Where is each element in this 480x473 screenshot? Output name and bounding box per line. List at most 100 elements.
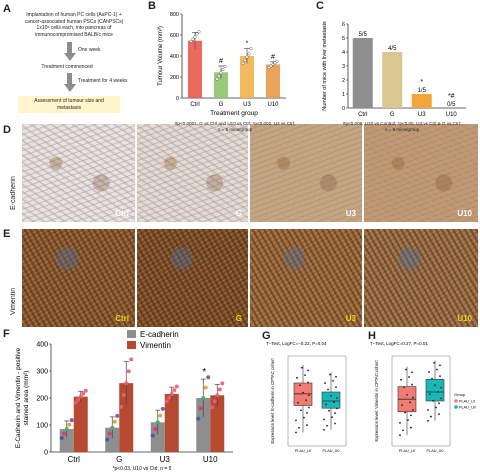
data-point: [62, 431, 67, 436]
x-tick-label: Ctrl: [68, 455, 81, 464]
data-point: [64, 427, 69, 432]
data-point: [400, 378, 402, 381]
data-point: [78, 394, 83, 399]
panel-b-caption-line1: #p<0.0001, G vs Ctrl and U10 vs Ctrl; *p…: [174, 121, 296, 126]
x-tick-label: Ctrl: [358, 112, 367, 118]
data-point: [433, 362, 435, 364]
y-tick-label: 100: [36, 423, 48, 430]
y-tick-label: 4: [342, 50, 345, 56]
data-point: [300, 409, 302, 412]
data-point: [169, 391, 174, 396]
data-point: [158, 413, 163, 418]
data-point: [409, 401, 411, 404]
bar: [266, 64, 280, 98]
significance-marker: *: [202, 367, 206, 378]
ecadherin-tile-g: G: [137, 124, 248, 222]
data-point: [430, 415, 432, 418]
data-point: [273, 61, 277, 65]
data-point: [215, 393, 220, 398]
panel-c-caption-line1: #p<0.008, U10 vs Control; *p<0.05, U3 vs…: [342, 121, 462, 126]
x-tick-label: Ctrl: [190, 102, 199, 108]
data-point: [306, 424, 308, 426]
data-point: [105, 437, 110, 442]
panel-a-letter: A: [3, 3, 11, 15]
data-point: [217, 387, 222, 392]
data-point: [305, 399, 307, 401]
data-point: [296, 376, 298, 379]
ecadherin-tile-ctrl: Ctrl: [22, 124, 135, 222]
bar-e-cadherin: [196, 398, 211, 452]
data-point: [428, 371, 430, 373]
panel-g-letter: G: [262, 330, 271, 342]
data-point: [323, 428, 325, 431]
data-point: [325, 403, 327, 406]
boxplot-vimentin-cptac: T−Test, LogFC=0.27, P=0.01 Expression lev…: [370, 341, 476, 453]
data-point: [434, 384, 436, 387]
data-point: [302, 391, 304, 394]
panel-d-letter: D: [3, 124, 11, 136]
y-tick-label: 200: [36, 396, 48, 403]
data-point: [439, 375, 441, 378]
boxplot-ecadherin-cptac: T−Test, LogFC=−0.22, P=0.04 Expression le…: [266, 341, 347, 453]
data-point: [328, 409, 330, 412]
data-point: [326, 424, 328, 427]
flow-step3-line1: Assessment of tumour size and: [34, 98, 104, 104]
x-axis-label: Treatment group: [210, 110, 258, 117]
data-point: [198, 406, 203, 411]
data-point: [407, 419, 409, 422]
data-point: [307, 381, 309, 384]
data-point: [215, 77, 219, 81]
x-tick-label: U10: [446, 112, 458, 118]
y-tick-label: 3: [342, 64, 345, 70]
legend-swatch: [454, 405, 458, 409]
flow-arrow-2-stem: [67, 73, 72, 85]
data-point: [73, 400, 78, 405]
vimentin-tile-ctrl: Ctrl: [22, 229, 135, 327]
data-point: [335, 375, 337, 378]
panel-e-letter: E: [3, 228, 11, 240]
data-point: [306, 412, 308, 414]
data-point: [267, 66, 271, 70]
panel-c-caption-line2: n = 5 mice/group: [384, 126, 420, 132]
data-point: [323, 418, 325, 421]
data-point: [67, 422, 72, 427]
y-axis-label: Expression level: E-cadherin in CPTAC co…: [270, 357, 275, 443]
data-point: [221, 68, 225, 72]
data-point: [245, 55, 249, 59]
data-point: [197, 30, 201, 34]
ecadherin-tile-u10: U10: [364, 124, 478, 222]
bar-value-label: 0/5: [447, 102, 456, 108]
vimentin-tile-label: G: [235, 314, 242, 323]
y-tick-label: 400: [170, 54, 179, 60]
row-label-vimentin: Vimentin: [10, 287, 17, 315]
data-point: [440, 397, 442, 400]
flow-step3-line2: metastasis: [57, 104, 81, 111]
y-axis-label: Expression level: Vimentin in CPTAC coho…: [374, 360, 379, 442]
data-point: [212, 399, 217, 404]
data-point: [410, 414, 412, 417]
data-point: [399, 434, 401, 437]
data-point: [427, 419, 429, 422]
flow-step1-line4: immunocompromised BALB/c mice: [35, 31, 113, 38]
data-point: [439, 364, 441, 367]
data-point: [431, 377, 433, 380]
data-point: [121, 393, 126, 398]
x-tick-label: U3: [160, 455, 171, 464]
legend-swatch: [127, 330, 136, 338]
data-point: [271, 62, 275, 66]
x-tick-label: PLAU_L0: [399, 449, 415, 453]
data-point: [297, 401, 299, 404]
data-point: [124, 381, 129, 386]
flow-step1-line2: cancer-associated human PSCs (CAhPSCs): [24, 18, 124, 25]
data-point: [203, 385, 208, 390]
data-point: [432, 400, 434, 402]
bar-value-label: 1/5: [418, 88, 427, 94]
data-point: [403, 386, 405, 389]
data-point: [174, 384, 179, 389]
data-point: [196, 416, 201, 421]
ecadherin-tile-label: U10: [457, 209, 472, 218]
data-point: [438, 402, 440, 405]
legend-title: Group: [454, 392, 466, 397]
data-point: [336, 407, 338, 410]
data-point: [59, 435, 64, 440]
